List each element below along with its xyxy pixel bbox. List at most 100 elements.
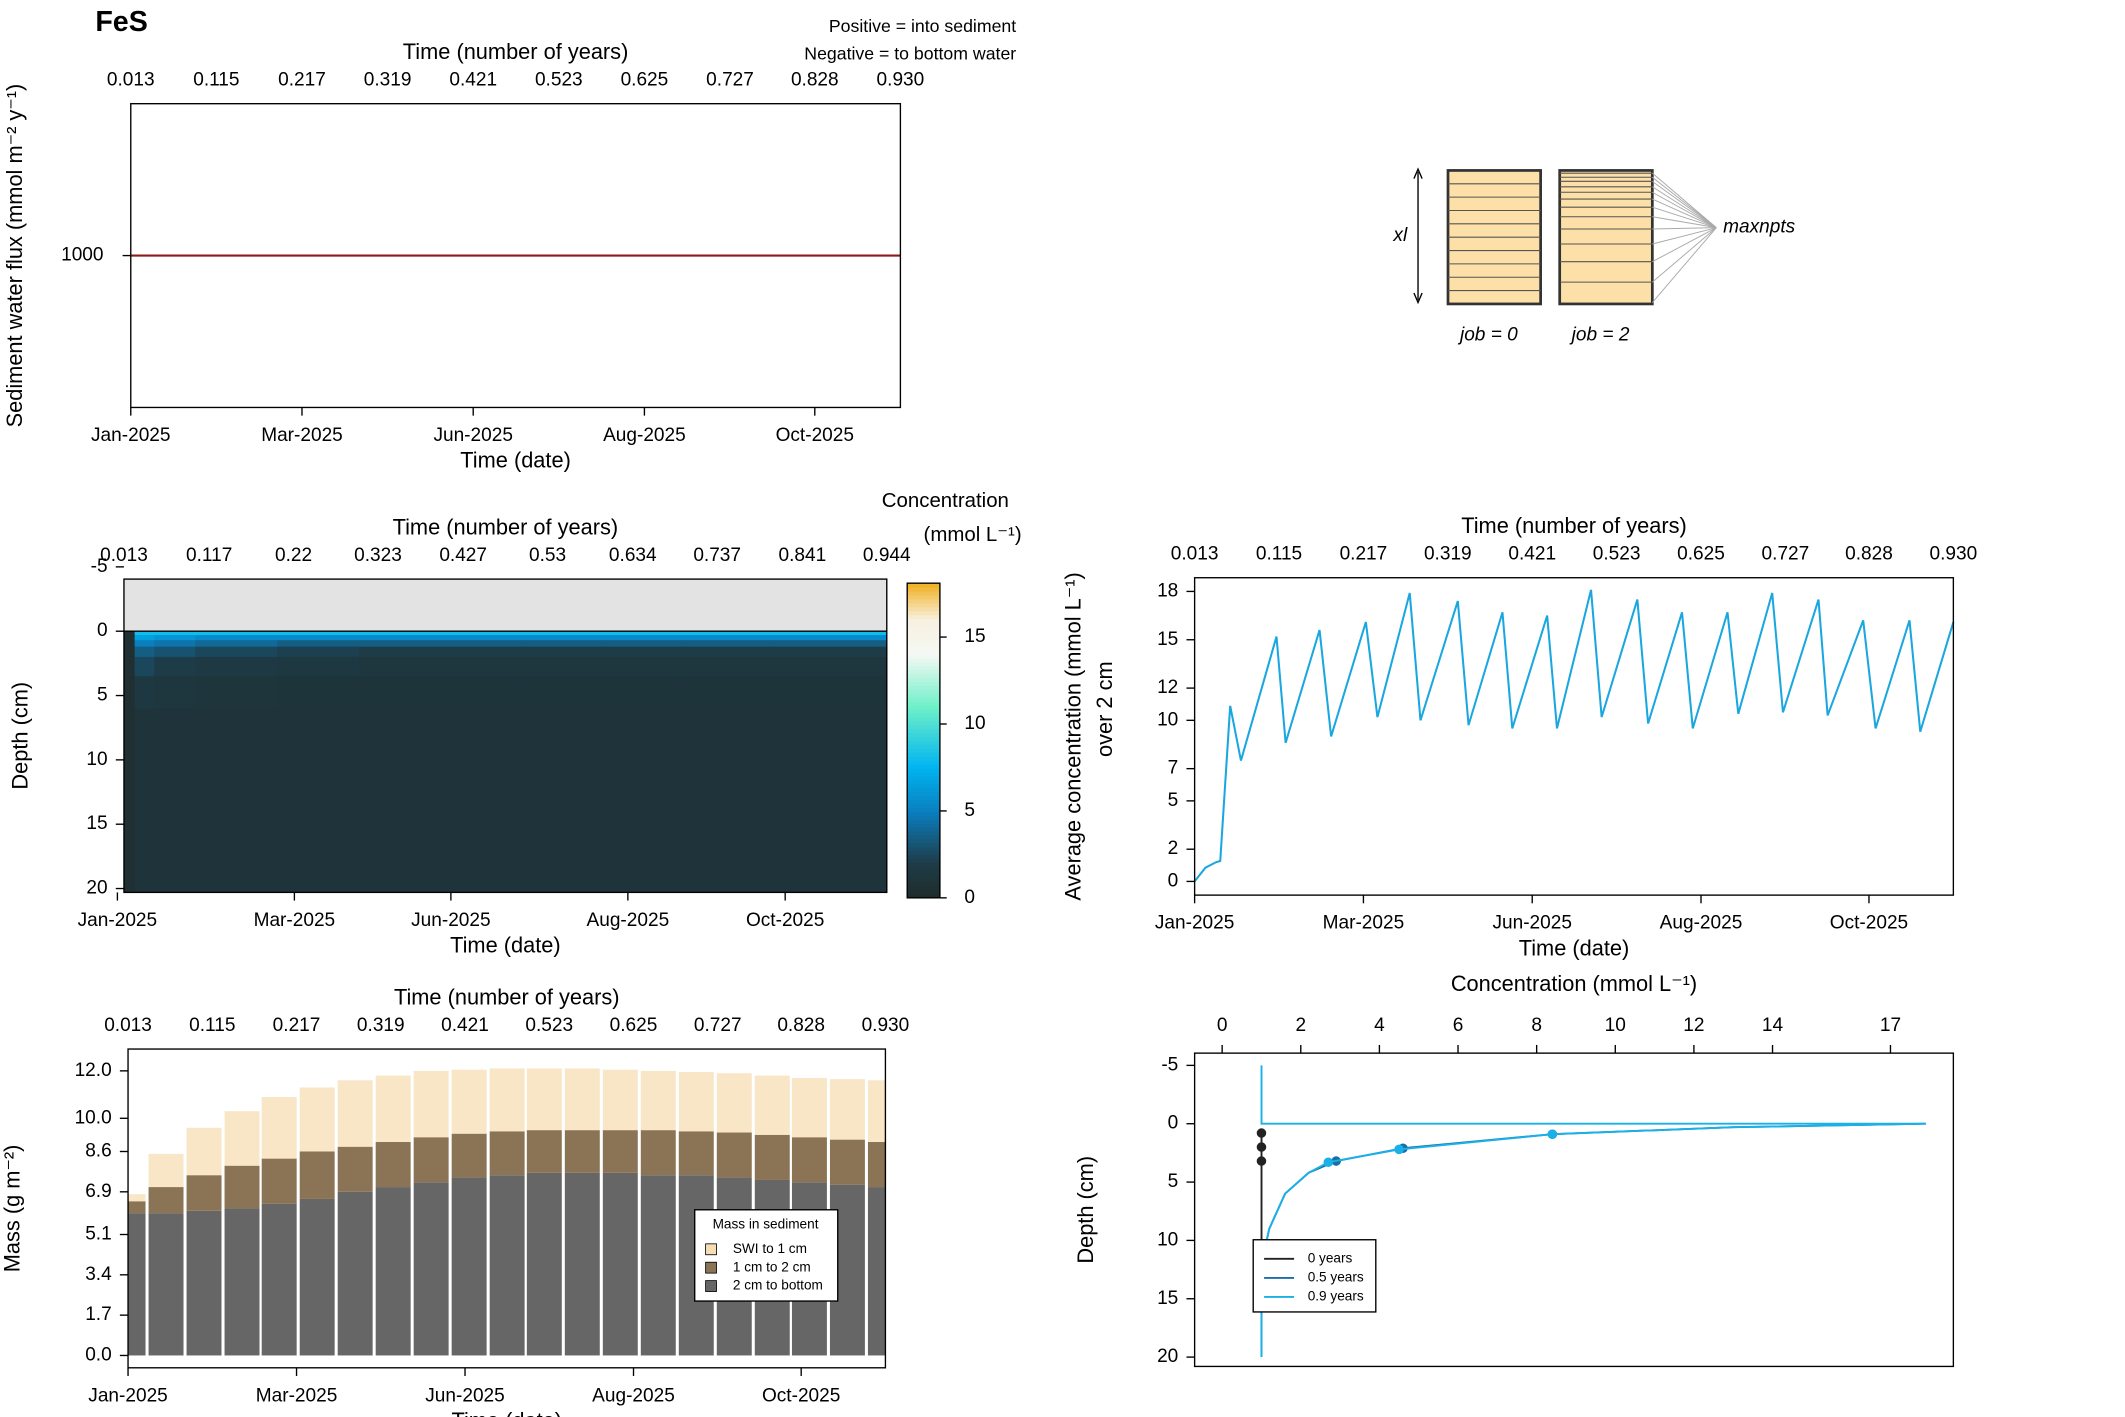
- heat-cell: [277, 676, 360, 709]
- x2-tick-label: 0.828: [1845, 544, 1893, 565]
- heat-cell: [195, 635, 278, 641]
- x2-tick-label: 0.634: [609, 545, 657, 566]
- heat-cell: [277, 708, 360, 893]
- heat-cell: [604, 631, 688, 636]
- colorbar-step: [907, 693, 940, 698]
- heat-cell: [277, 640, 360, 648]
- heat-cell: [522, 640, 606, 648]
- x-tick-label: 14: [1762, 1015, 1784, 1036]
- heat-cell: [123, 676, 136, 709]
- colorbar-step: [907, 697, 940, 702]
- x-tick-label: Jun-2025: [425, 1385, 504, 1406]
- fan-line: [1652, 227, 1717, 245]
- job2-label: job = 2: [1569, 324, 1630, 345]
- colorbar-step: [907, 858, 940, 863]
- legend-label: 0.9 years: [1308, 1289, 1364, 1304]
- legend-box: [1252, 1239, 1377, 1313]
- y-tick-label: 15: [86, 813, 107, 834]
- bar-segment: [299, 1087, 335, 1152]
- bar-segment: [451, 1177, 487, 1356]
- legend-label: 1 cm to 2 cm: [733, 1259, 811, 1274]
- heat-cell: [686, 631, 770, 636]
- x2-tick-label: 0.53: [529, 545, 566, 566]
- colorbar-step: [907, 803, 940, 808]
- x2-tick-label: 0.013: [100, 545, 148, 566]
- colorbar-step: [907, 724, 940, 730]
- bar-segment: [337, 1146, 373, 1192]
- bar-segment: [337, 1191, 373, 1356]
- colorbar-step: [907, 748, 940, 753]
- colorbar-step: [907, 673, 940, 679]
- y-tick-label: 8.6: [85, 1141, 112, 1162]
- x-tick-label: Oct-2025: [1830, 913, 1908, 934]
- profile-point: [1256, 1156, 1267, 1166]
- colorbar-step: [907, 606, 940, 612]
- y-axis-label: Depth (cm): [8, 682, 33, 790]
- bar-segment: [489, 1175, 525, 1356]
- plot-frame: [123, 578, 888, 894]
- x-tick-label: 10: [1605, 1015, 1626, 1036]
- y-tick-label: 1.7: [85, 1304, 112, 1325]
- colorbar-step: [907, 720, 940, 726]
- heat-cell: [604, 646, 688, 658]
- colorbar-step: [907, 850, 940, 856]
- x-tick-label: Jan-2025: [1155, 913, 1235, 934]
- colorbar-step: [907, 677, 940, 683]
- bar-segment: [602, 1130, 638, 1173]
- heat-cell: [686, 708, 770, 893]
- heat-cell: [522, 708, 606, 893]
- y-tick-label: -5: [91, 556, 108, 577]
- y-axis-label: over 2 cm: [1092, 661, 1117, 757]
- colorbar-step: [907, 681, 940, 686]
- bar-segment: [413, 1182, 449, 1356]
- bar-segment: [186, 1175, 222, 1211]
- heat-cell: [441, 708, 524, 893]
- bar-segment: [829, 1079, 865, 1140]
- bar-segment: [754, 1075, 790, 1135]
- heat-cell: [134, 631, 155, 636]
- colorbar-tick-label: 5: [964, 800, 975, 821]
- plot-frame: [1193, 1052, 1955, 1368]
- annotation: Positive = into sediment: [829, 16, 1016, 36]
- bar-segment: [716, 1073, 752, 1133]
- colorbar-step: [907, 791, 940, 797]
- colorbar-step: [907, 756, 940, 761]
- x2-tick-label: 0.737: [693, 545, 741, 566]
- x-tick-label: 4: [1374, 1015, 1385, 1036]
- heat-cell: [522, 631, 606, 636]
- legend-label: 2 cm to bottom: [733, 1278, 823, 1293]
- heat-cell: [604, 676, 688, 709]
- colorbar-step: [907, 811, 940, 816]
- x-tick-label: Oct-2025: [746, 910, 824, 931]
- bar-segment: [299, 1198, 335, 1356]
- x-tick-label: Jun-2025: [433, 425, 513, 446]
- colorbar-step: [907, 771, 940, 777]
- y-axis-label: Average concentration (mmol L⁻¹): [1061, 572, 1086, 900]
- y-tick-label: 10: [1157, 1229, 1178, 1250]
- colorbar-step: [907, 744, 940, 749]
- colorbar-step: [907, 893, 940, 899]
- x2-tick-label: 0.013: [1171, 544, 1219, 565]
- colorbar-step: [907, 878, 940, 883]
- y-tick-label: 1000: [61, 245, 103, 266]
- colorbar-step: [907, 657, 940, 663]
- job0-label: job = 0: [1457, 324, 1518, 345]
- bar-segment: [375, 1187, 411, 1356]
- profile-point: [1323, 1157, 1334, 1168]
- heat-cell: [359, 640, 442, 648]
- heat-cell: [195, 676, 278, 709]
- colorbar-step: [907, 610, 940, 616]
- fan-line: [1651, 227, 1717, 303]
- x2-tick-label: 0.013: [107, 70, 155, 91]
- bar-segment: [526, 1130, 562, 1173]
- bar-segment: [375, 1075, 411, 1143]
- grid-diagram: xl job = 0 job = 2 maxnpts: [1392, 167, 1796, 345]
- legend-swatch: [705, 1243, 717, 1256]
- legend-box: [694, 1209, 839, 1302]
- heat-cell: [604, 708, 688, 893]
- bar-segment: [148, 1213, 184, 1356]
- colorbar-step: [907, 591, 940, 596]
- x-tick-label: Jan-2025: [78, 910, 157, 931]
